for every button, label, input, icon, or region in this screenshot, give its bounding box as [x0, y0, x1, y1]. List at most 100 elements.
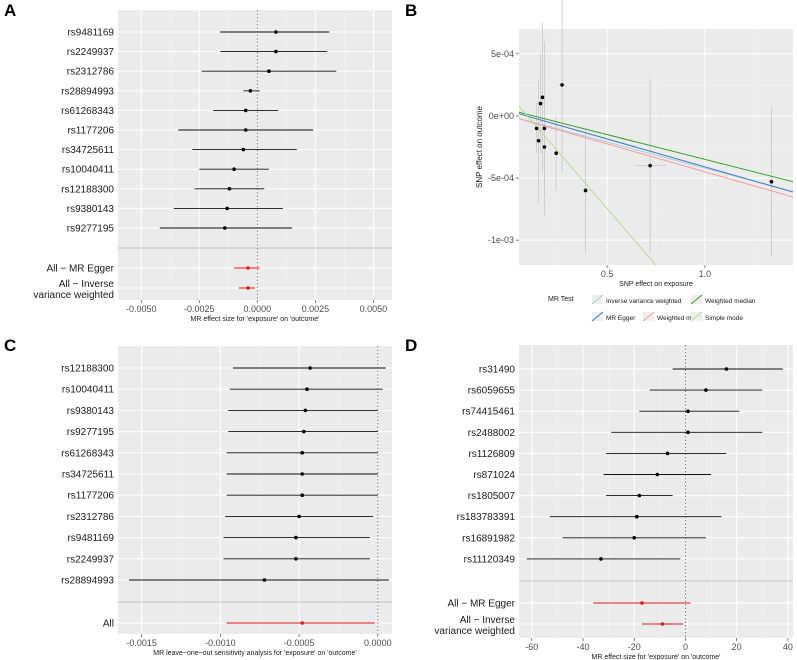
- legend-key-line: [591, 311, 604, 322]
- y-tick-label: -5e-04: [488, 173, 514, 183]
- point-estimate: [297, 514, 301, 519]
- regression-lines: [519, 105, 793, 265]
- x-tick-label: -0.0015: [126, 638, 157, 648]
- plot-background: [118, 346, 392, 634]
- panel-letter-a: A: [4, 1, 16, 20]
- point-estimate: [267, 69, 271, 73]
- point-estimate: [637, 493, 642, 498]
- point-estimate: [248, 89, 253, 93]
- point-estimate: [704, 388, 708, 392]
- snp-label: rs16891982: [462, 533, 515, 544]
- snp-point: [542, 145, 547, 149]
- point-estimate: [262, 578, 267, 582]
- point-estimate: [274, 30, 278, 34]
- snp-label: rs2249937: [67, 47, 115, 58]
- point-estimate: [599, 557, 603, 561]
- point-estimate: [302, 429, 306, 434]
- snp-label: rs9277195: [67, 224, 115, 235]
- regression-line-simple-mode: [519, 105, 657, 265]
- point-estimate: [665, 451, 670, 456]
- snp-label: rs9380143: [67, 406, 115, 417]
- snp-label: rs2312786: [67, 512, 115, 523]
- snp-label: rs9277195: [67, 427, 115, 438]
- point-estimate: [300, 451, 305, 455]
- summary-label-line1: All − Inverse: [59, 279, 115, 290]
- x-tick-label: 0.0000: [364, 638, 392, 648]
- snp-label: rs2488002: [468, 428, 516, 439]
- summary-estimate: [640, 601, 644, 605]
- legend-entry: Weighted mode: [657, 315, 703, 322]
- panel-c-leave-one-out-plot: -0.0015 -0.0010 -0.0005 0.0000 rs12188300 rs1…: [61, 346, 392, 657]
- x-tick-label: 40: [783, 642, 793, 652]
- snp-label: rs28894993: [61, 576, 114, 587]
- snp-point: [648, 163, 652, 168]
- summary-label-line2: variance weighted: [33, 290, 114, 301]
- legend-entry: MR Egger: [606, 315, 636, 322]
- summary-label-line2: variance weighted: [434, 626, 515, 637]
- x-tick-label: 0.0050: [360, 304, 388, 314]
- snp-label: rs9380143: [67, 204, 115, 215]
- x-tick-label: -0.0010: [205, 638, 236, 648]
- point-estimate: [308, 366, 312, 370]
- x-tick-label: 0.0025: [302, 304, 330, 314]
- summary-estimate: [246, 286, 250, 290]
- point-estimate: [294, 535, 298, 540]
- regression-line-weighted-mode: [519, 118, 793, 198]
- point-estimate: [724, 367, 729, 371]
- snp-point: [560, 83, 564, 87]
- snp-point: [542, 126, 547, 131]
- legend-title: MR Test: [548, 296, 574, 303]
- regression-line-weighted-median: [519, 111, 793, 183]
- y-tick-label: 5e-04: [491, 49, 514, 59]
- x-tick-label: 0: [683, 642, 688, 652]
- summary-label: All: [103, 619, 114, 630]
- snp-point: [583, 188, 588, 193]
- point-estimate: [274, 49, 278, 54]
- legend-entry: Inverse variance weighted: [606, 298, 682, 305]
- snp-label: rs871024: [473, 470, 515, 481]
- panel-d-forest-plot: -60 -40 -20 0 20 40 rs31490 rs6059655 rs74415461…: [434, 345, 793, 660]
- legend-key-line: [690, 311, 703, 322]
- x-tick-label: -0.0005: [284, 638, 315, 648]
- point-estimate: [294, 557, 298, 561]
- snp-label: rs6059655: [468, 386, 516, 397]
- point-estimate: [303, 408, 308, 413]
- snp-label: rs12188300: [61, 364, 114, 375]
- snp-label: rs9481169: [67, 533, 114, 544]
- plot-background: [118, 10, 392, 300]
- y-tick-label: 0e+00: [489, 111, 514, 121]
- point-estimate: [227, 187, 232, 191]
- x-axis-title: MR effect size for 'exposure' on 'outcom…: [191, 316, 320, 323]
- snp-label: rs1177206: [67, 491, 114, 502]
- x-axis-title: SNP effect on exposure: [619, 281, 693, 288]
- snp-label: rs34725611: [62, 145, 115, 156]
- point-estimate: [243, 108, 248, 113]
- point-estimate: [232, 167, 236, 171]
- point-estimate: [243, 128, 248, 132]
- snp-label: rs9481169: [67, 28, 114, 39]
- snp-label: rs183783391: [457, 512, 516, 523]
- legend: MR Test Inverse variance weighted Weighted…: [548, 294, 756, 322]
- summary-estimate: [246, 266, 250, 270]
- legend-key-line: [642, 311, 655, 322]
- snp-point: [554, 151, 558, 156]
- x-tick-label: 0.0000: [244, 304, 272, 314]
- legend-entry: Weighted median: [705, 298, 756, 305]
- x-tick-label: -0.0050: [126, 304, 157, 314]
- regression-line-mr-egger: [519, 113, 793, 193]
- snp-label: rs74415461: [462, 407, 515, 418]
- snp-label: rs28894993: [61, 86, 114, 97]
- legend-key-line: [690, 294, 703, 305]
- x-tick-label: -0.0025: [184, 304, 215, 314]
- point-estimate: [225, 206, 229, 211]
- point-estimate: [305, 387, 309, 392]
- snp-point: [536, 138, 541, 143]
- snp-label: rs1177206: [67, 126, 114, 137]
- panel-b-scatter-plot: 0.5 1.0 5e-04 0e+00 -5e-04 -1e-03 SNP effect o…: [475, 0, 793, 322]
- y-axis-title: SNP effect on outcome: [475, 105, 484, 188]
- summary-estimate: [660, 622, 665, 626]
- snp-label: rs61268343: [61, 106, 114, 117]
- x-axis-title: MR effect size for 'exposure' on 'outcom…: [592, 654, 721, 660]
- x-tick-label: 20: [732, 642, 742, 652]
